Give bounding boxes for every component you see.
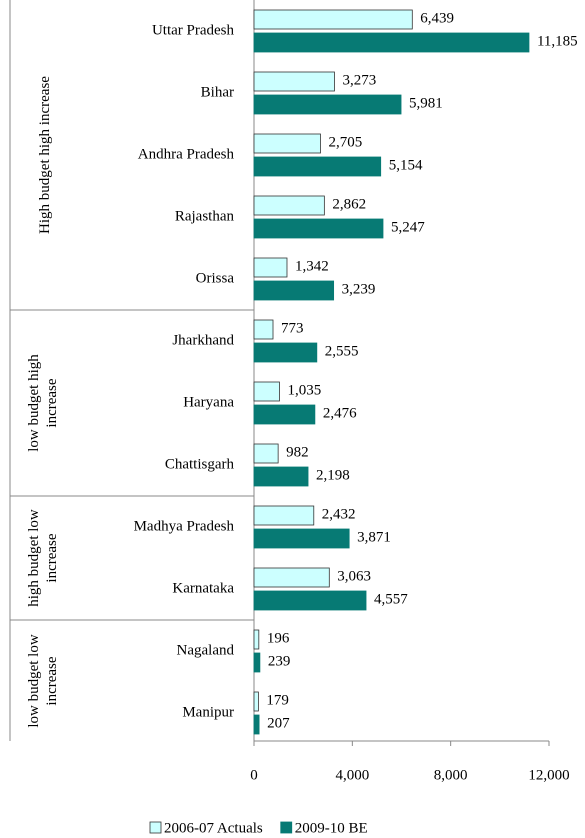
value-label: 2,432 [322,506,356,522]
category-label: Haryana [183,394,234,410]
x-tick-label: 8,000 [434,767,468,783]
bar [253,342,318,363]
value-label: 5,981 [409,95,443,111]
value-label: 179 [266,692,289,708]
value-label: 11,185 [537,33,578,49]
bar [253,528,350,549]
group-label: High budget high increase [37,76,53,234]
category-label: Bihar [201,84,234,100]
category-label: Nagaland [177,642,235,658]
legend-swatch [280,821,293,834]
bar [253,691,259,712]
bar [253,280,335,301]
bar [253,567,330,588]
bar [253,381,280,402]
group-label: low budget high increase [26,354,60,452]
bar [253,590,367,611]
value-label: 4,557 [374,591,408,607]
value-label: 1,035 [287,382,321,398]
value-label: 3,239 [342,281,376,297]
value-label: 239 [268,653,291,669]
category-label: Karnataka [172,580,234,596]
bar [253,218,384,239]
value-label: 982 [286,444,309,460]
legend-label: 2009-10 BE [295,820,368,836]
value-label: 5,154 [389,157,423,173]
legend-label: 2006-07 Actuals [164,820,263,836]
category-label: Jharkhand [172,332,234,348]
value-label: 207 [267,715,290,731]
bar [253,319,274,340]
group-label: high budget low increase [26,509,60,607]
value-label: 2,198 [316,467,350,483]
value-label: 5,247 [391,219,425,235]
value-label: 1,342 [295,258,329,274]
category-label: Orissa [196,270,235,286]
bar [253,9,413,30]
value-label: 773 [281,320,304,336]
category-label: Chattisgarh [165,456,235,472]
category-label: Uttar Pradesh [152,22,235,38]
value-label: 2,476 [323,405,357,421]
bar [253,32,530,53]
x-tick-label: 4,000 [335,767,369,783]
bar [253,404,316,425]
value-label: 3,871 [357,529,391,545]
bar [253,714,260,735]
category-label: Madhya Pradesh [134,518,235,534]
value-label: 2,862 [332,196,366,212]
bar [253,652,261,673]
value-label: 2,555 [325,343,359,359]
x-tick-label: 0 [250,767,258,783]
group-label: low budget low increase [26,633,60,728]
bar [253,257,288,278]
value-label: 2,705 [328,134,362,150]
bar [253,466,309,487]
value-label: 196 [267,630,290,646]
bar [253,71,335,92]
category-label: Rajasthan [175,208,235,224]
category-label: Manipur [182,704,234,720]
bar [253,156,382,177]
bar [253,94,402,115]
bar [253,505,315,526]
value-label: 3,063 [337,568,371,584]
category-label: Andhra Pradesh [138,146,235,162]
legend-swatch [149,821,162,834]
bar [253,629,260,650]
bar [253,443,279,464]
value-label: 6,439 [420,10,454,26]
bar [253,195,325,216]
x-tick-label: 12,000 [528,767,569,783]
bar [253,133,321,154]
value-label: 3,273 [342,72,376,88]
